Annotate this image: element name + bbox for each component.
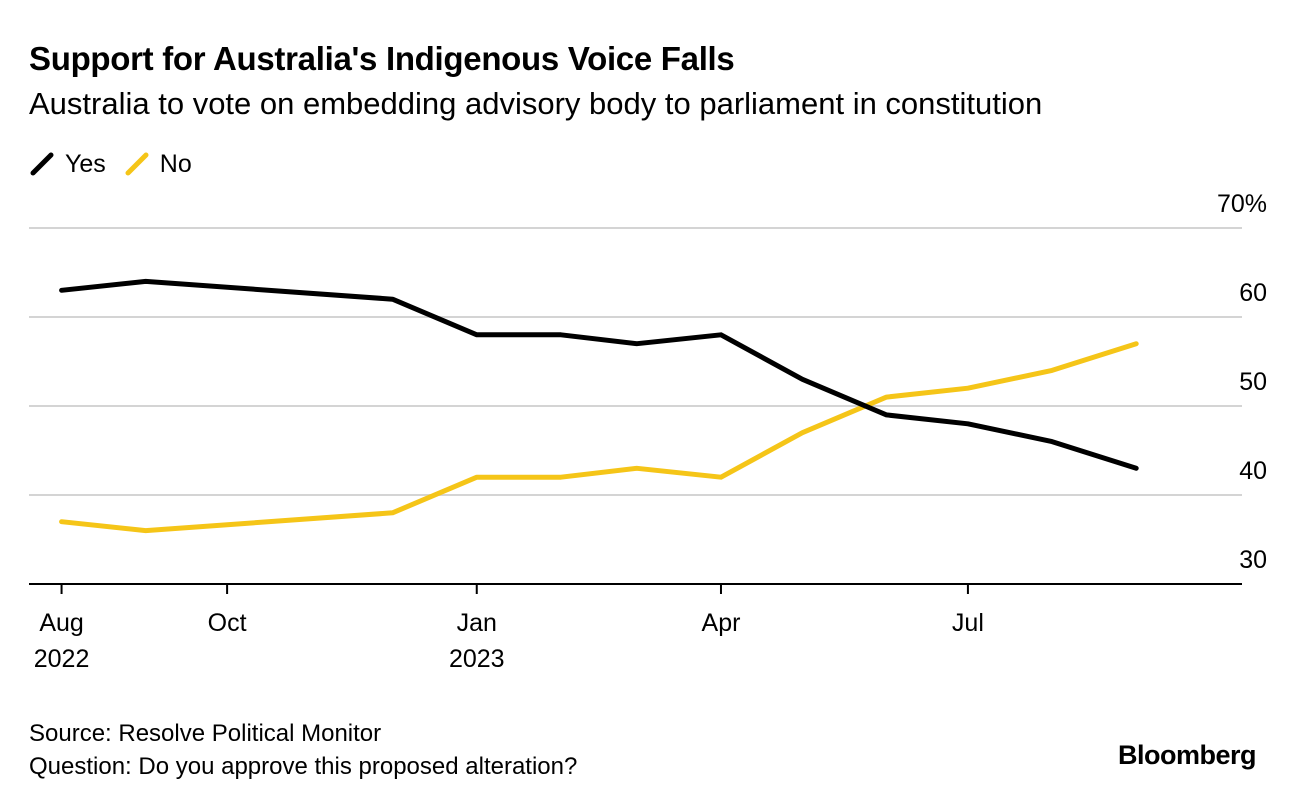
x-tick-label-oct: Oct: [208, 609, 247, 637]
series-lines: [59, 278, 1139, 534]
y-tick-label-40: 40: [1239, 457, 1267, 485]
series-line-no: [59, 341, 1139, 534]
axes: [29, 583, 1242, 594]
legend-swatch-yes: [30, 152, 54, 176]
x-tick-label-apr: Apr: [702, 609, 741, 637]
legend-label-yes: Yes: [65, 149, 106, 178]
y-tick-label-50: 50: [1239, 368, 1267, 396]
y-tick-label-60: 60: [1239, 279, 1267, 307]
chart-subtitle: Australia to vote on embedding advisory …: [29, 86, 1043, 121]
tick-labels: 70% 60 50 40 30 Aug 2022 Oct Jan 2023 Apr Jul: [34, 190, 1267, 673]
x-tick-label-jan: Jan: [457, 609, 497, 637]
x-tick-year-2023: 2023: [449, 645, 505, 673]
question-note: Question: Do you approve this proposed a…: [29, 753, 578, 780]
source-note: Source: Resolve Political Monitor: [29, 720, 382, 747]
series-line-yes: [59, 278, 1139, 471]
legend-item-yes: Yes: [29, 150, 106, 179]
legend-item-no: No: [124, 150, 192, 179]
legend-swatch-no: [125, 152, 149, 176]
bloomberg-logo: Bloomberg: [1117, 740, 1257, 770]
x-tick-label-jul: Jul: [952, 609, 984, 637]
legend: Yes No: [29, 146, 210, 182]
x-tick-label-aug: Aug: [39, 609, 83, 637]
line-chart: 70% 60 50 40 30 Aug 2022 Oct Jan 2023 Apr Jul: [29, 190, 1267, 673]
y-tick-label-30: 30: [1239, 546, 1267, 574]
legend-label-no: No: [159, 149, 192, 178]
footer-notes: Source: Resolve Political Monitor Questi…: [29, 717, 577, 783]
y-tick-label-70: 70%: [1217, 190, 1267, 218]
chart-title: Support for Australia's Indigenous Voice…: [29, 40, 735, 77]
x-tick-year-2022: 2022: [34, 645, 90, 673]
gridlines: [29, 227, 1242, 496]
